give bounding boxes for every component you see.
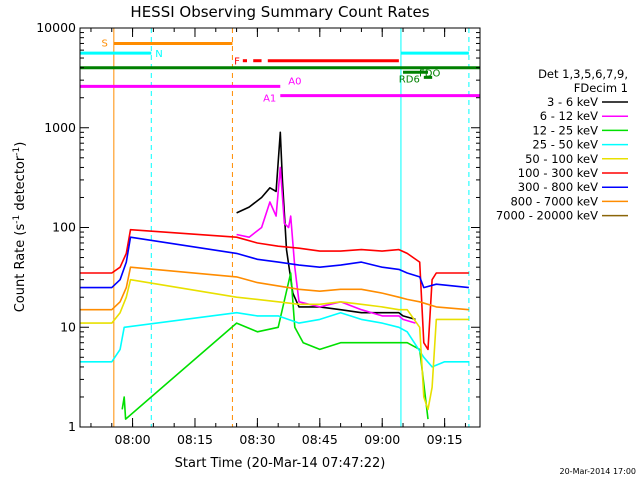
flag-label-5: RD6 <box>399 74 420 85</box>
flag-label-0: S <box>101 38 107 49</box>
footer-timestamp: 20-Mar-2014 17:00 <box>560 467 637 476</box>
legend-label-0: 3 - 6 keV <box>547 95 598 109</box>
flag-label-6: A0 <box>288 76 301 87</box>
x-tick-label-4: 09:00 <box>364 432 400 447</box>
y-tick-label-2: 100 <box>52 220 76 235</box>
series-lines <box>80 131 469 420</box>
legend-label-4: 50 - 100 keV <box>525 152 598 166</box>
y-tick-label-3: 1000 <box>44 120 76 135</box>
y-tick-label-1: 10 <box>60 319 76 334</box>
y-tick-label-0: 1 <box>68 419 76 434</box>
flag-label-1: N <box>155 49 162 60</box>
legend-header-line2: FDecim 1 <box>574 81 628 95</box>
x-tick-label-1: 08:15 <box>177 432 213 447</box>
series-line-3 <box>80 311 469 368</box>
x-tick-label-3: 08:45 <box>302 432 338 447</box>
y-tick-label-4: 10000 <box>36 20 76 35</box>
legend-label-8: 7000 - 20000 keV <box>496 209 598 223</box>
y-axis: 1 10 100 1000 10000 <box>36 20 480 434</box>
flag-label-2: F <box>234 57 240 68</box>
x-tick-label-0: 08:00 <box>115 432 151 447</box>
flag-label-7: A1 <box>263 94 276 105</box>
legend-label-3: 25 - 50 keV <box>532 138 598 152</box>
series-line-4 <box>80 278 469 411</box>
x-axis-label: Start Time (20-Mar-14 07:47:22) <box>175 456 386 471</box>
legend-label-1: 6 - 12 keV <box>540 109 598 123</box>
legend-header-line1: Det 1,3,5,6,7,9, <box>538 67 628 81</box>
y-axis-label: Count Rate (s-1 detector-1) <box>12 142 28 313</box>
x-tick-label-2: 08:30 <box>239 432 275 447</box>
series-line-6 <box>80 236 469 289</box>
series-line-5 <box>80 228 469 351</box>
series-line-2 <box>121 272 429 420</box>
x-tick-label-5: 09:15 <box>427 432 463 447</box>
legend-label-2: 12 - 25 keV <box>532 123 598 137</box>
legend-label-6: 300 - 800 keV <box>518 180 598 194</box>
series-line-1 <box>236 166 416 324</box>
legend-label-7: 800 - 7000 keV <box>510 194 598 208</box>
x-axis: 08:00 08:15 08:30 08:45 09:00 09:15 <box>90 28 466 447</box>
series-line-7 <box>80 266 469 311</box>
chart-title: HESSI Observing Summary Count Rates <box>130 3 429 21</box>
flag-label-4: FDO <box>419 68 440 79</box>
legend-label-5: 100 - 300 keV <box>518 166 598 180</box>
